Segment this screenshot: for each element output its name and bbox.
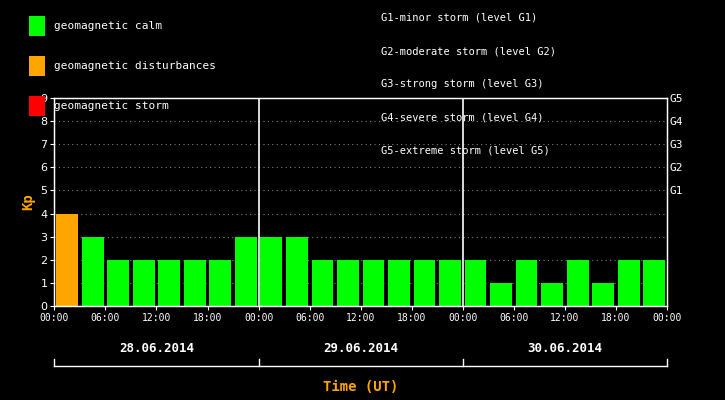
- Text: geomagnetic calm: geomagnetic calm: [54, 21, 162, 31]
- Bar: [337, 260, 359, 306]
- Bar: [542, 283, 563, 306]
- Bar: [490, 283, 512, 306]
- Text: G5-extreme storm (level G5): G5-extreme storm (level G5): [381, 146, 550, 156]
- Bar: [643, 260, 665, 306]
- Text: G2-moderate storm (level G2): G2-moderate storm (level G2): [381, 46, 555, 56]
- Text: geomagnetic disturbances: geomagnetic disturbances: [54, 61, 215, 71]
- Y-axis label: Kp: Kp: [21, 194, 35, 210]
- Text: G1-minor storm (level G1): G1-minor storm (level G1): [381, 13, 537, 23]
- Bar: [414, 260, 435, 306]
- Text: 30.06.2014: 30.06.2014: [527, 342, 602, 354]
- Text: geomagnetic storm: geomagnetic storm: [54, 101, 168, 111]
- Bar: [312, 260, 334, 306]
- Bar: [515, 260, 537, 306]
- Bar: [82, 237, 104, 306]
- Bar: [235, 237, 257, 306]
- Bar: [158, 260, 180, 306]
- Text: 28.06.2014: 28.06.2014: [119, 342, 194, 354]
- Bar: [618, 260, 639, 306]
- Bar: [107, 260, 129, 306]
- Bar: [567, 260, 589, 306]
- Bar: [133, 260, 154, 306]
- Bar: [592, 283, 614, 306]
- Text: Time (UT): Time (UT): [323, 380, 398, 394]
- Bar: [286, 237, 307, 306]
- Bar: [388, 260, 410, 306]
- Bar: [439, 260, 461, 306]
- Bar: [184, 260, 206, 306]
- Bar: [210, 260, 231, 306]
- Text: G4-severe storm (level G4): G4-severe storm (level G4): [381, 113, 543, 122]
- Bar: [362, 260, 384, 306]
- Text: G3-strong storm (level G3): G3-strong storm (level G3): [381, 80, 543, 90]
- Bar: [465, 260, 486, 306]
- Bar: [260, 237, 282, 306]
- Bar: [57, 214, 78, 306]
- Text: 29.06.2014: 29.06.2014: [323, 342, 398, 354]
